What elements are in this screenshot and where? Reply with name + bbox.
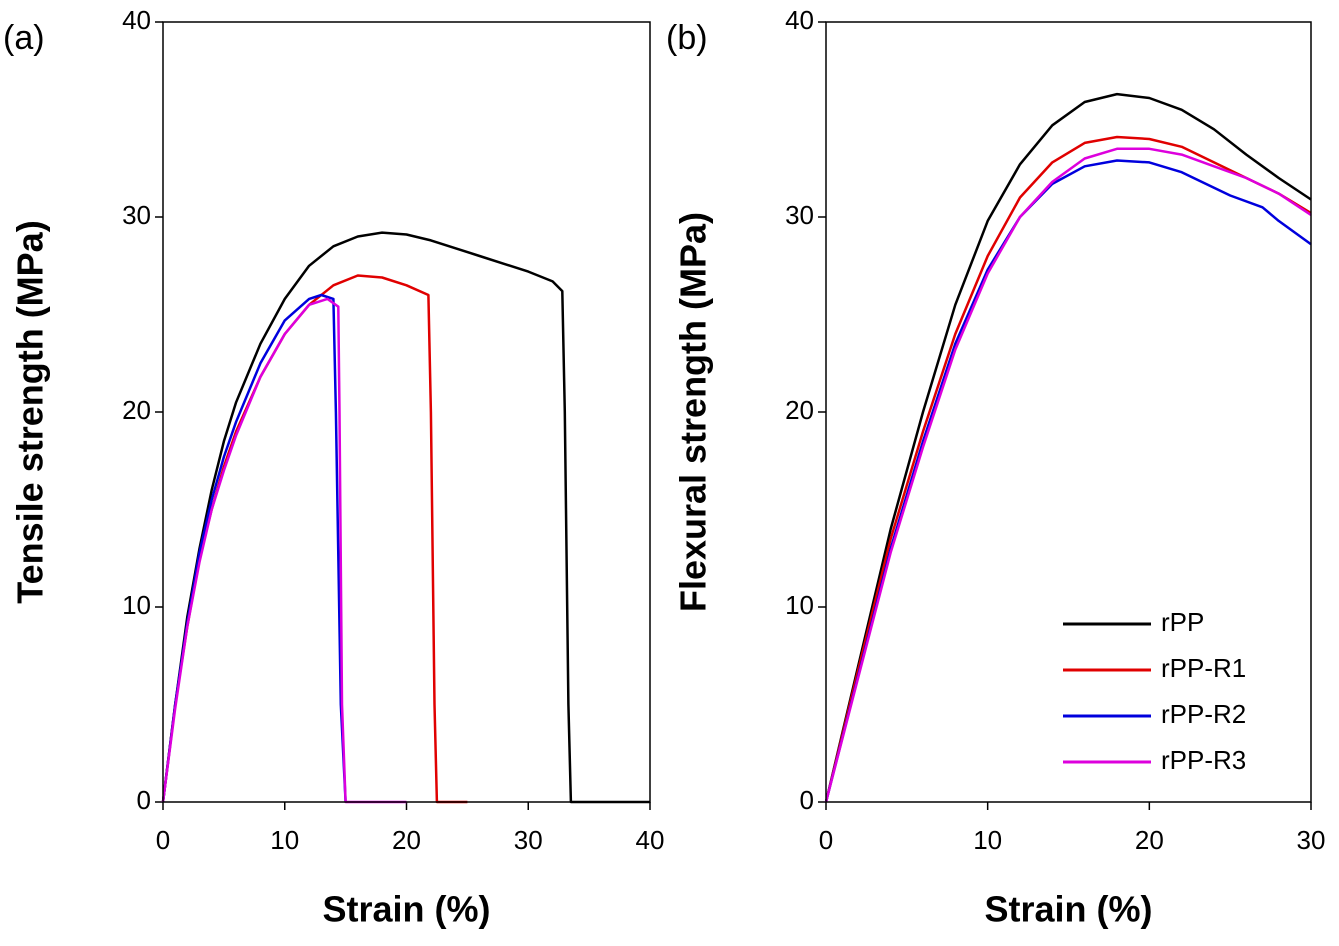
series-line [824,135,1312,803]
y-tick-label: 40 [122,5,151,35]
legend-label: rPP-R2 [1161,699,1246,729]
panel-label: (b) [666,19,708,57]
panel-label: (a) [3,19,45,57]
x-tick-label: 0 [156,825,170,855]
plot-frame [825,21,1312,803]
y-tick-label: 0 [800,785,814,815]
series-line [161,274,468,804]
x-tick-label: 40 [636,825,665,855]
x-axis-label: Strain (%) [984,889,1152,930]
series-line [824,147,1312,803]
y-axis-label: Tensile strength (MPa) [10,220,51,603]
x-tick-label: 30 [514,825,543,855]
y-tick-label: 0 [137,785,151,815]
y-axis-label: Flexural strength (MPa) [673,212,714,612]
series-line [161,231,650,804]
series-line [161,297,407,804]
series-line [161,293,347,803]
series-line [824,92,1312,803]
plot-frame [162,21,651,803]
y-tick-label: 10 [122,590,151,620]
x-tick-label: 0 [819,825,833,855]
series-line [824,159,1312,803]
y-tick-label: 10 [785,590,814,620]
y-tick-label: 30 [785,200,814,230]
x-tick-label: 30 [1297,825,1326,855]
x-tick-label: 10 [973,825,1002,855]
legend-label: rPP [1161,607,1204,637]
y-tick-label: 20 [122,395,151,425]
legend-label: rPP-R1 [1161,653,1246,683]
x-axis-label: Strain (%) [322,889,490,930]
y-tick-label: 20 [785,395,814,425]
x-tick-label: 20 [1135,825,1164,855]
y-tick-label: 40 [785,5,814,35]
y-tick-label: 30 [122,200,151,230]
x-tick-label: 20 [392,825,421,855]
x-tick-label: 10 [270,825,299,855]
legend-label: rPP-R3 [1161,745,1246,775]
